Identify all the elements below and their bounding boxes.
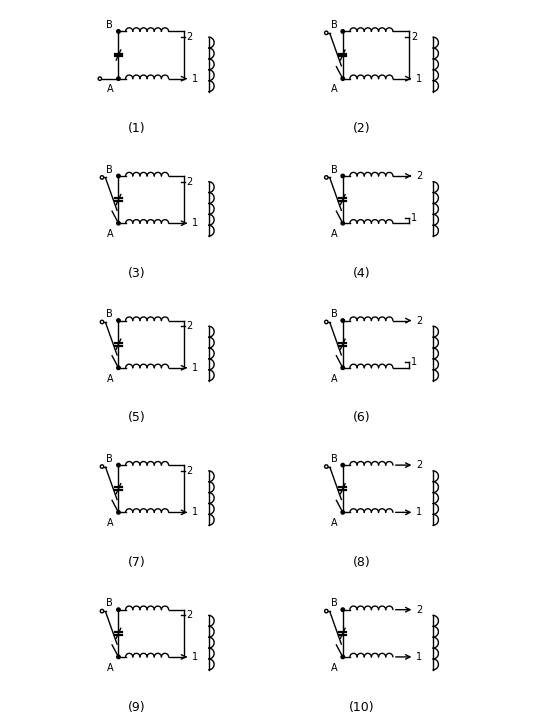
Text: 2: 2 bbox=[416, 171, 422, 181]
Text: A: A bbox=[331, 374, 338, 384]
Text: 2: 2 bbox=[186, 611, 192, 620]
Text: 1: 1 bbox=[191, 218, 197, 228]
Text: 1: 1 bbox=[411, 357, 417, 367]
Circle shape bbox=[342, 31, 344, 33]
Text: 2: 2 bbox=[416, 460, 422, 470]
Circle shape bbox=[342, 511, 344, 513]
Text: (1): (1) bbox=[128, 122, 146, 135]
Text: B: B bbox=[107, 454, 113, 464]
Text: 2: 2 bbox=[411, 32, 417, 42]
Text: (7): (7) bbox=[128, 556, 146, 569]
Circle shape bbox=[342, 319, 344, 321]
Circle shape bbox=[117, 656, 119, 658]
Text: A: A bbox=[107, 662, 113, 672]
Text: 1: 1 bbox=[416, 73, 422, 84]
Circle shape bbox=[342, 175, 344, 177]
Text: A: A bbox=[331, 84, 338, 95]
Circle shape bbox=[117, 78, 119, 80]
Text: 1: 1 bbox=[416, 507, 422, 518]
Text: (5): (5) bbox=[128, 411, 146, 425]
Circle shape bbox=[342, 608, 344, 611]
Text: B: B bbox=[107, 164, 113, 174]
Text: B: B bbox=[331, 598, 338, 608]
Text: 1: 1 bbox=[191, 73, 197, 84]
Circle shape bbox=[117, 319, 119, 321]
Text: (8): (8) bbox=[353, 556, 370, 569]
Circle shape bbox=[117, 511, 119, 513]
Text: 1: 1 bbox=[416, 652, 422, 662]
Circle shape bbox=[117, 222, 119, 225]
Text: B: B bbox=[107, 598, 113, 608]
Text: B: B bbox=[107, 20, 113, 30]
Circle shape bbox=[117, 31, 119, 33]
Text: A: A bbox=[107, 229, 113, 239]
Text: (9): (9) bbox=[128, 701, 146, 713]
Text: A: A bbox=[107, 84, 113, 95]
Circle shape bbox=[342, 78, 344, 80]
Circle shape bbox=[342, 222, 344, 225]
Text: B: B bbox=[331, 20, 338, 30]
Text: (2): (2) bbox=[353, 122, 370, 135]
Text: B: B bbox=[107, 309, 113, 319]
Text: 1: 1 bbox=[191, 363, 197, 373]
Circle shape bbox=[342, 464, 344, 466]
Circle shape bbox=[117, 175, 119, 177]
Text: A: A bbox=[107, 518, 113, 528]
Text: B: B bbox=[331, 309, 338, 319]
Text: 1: 1 bbox=[191, 652, 197, 662]
Text: 1: 1 bbox=[191, 507, 197, 518]
Text: 2: 2 bbox=[416, 316, 422, 326]
Text: B: B bbox=[331, 454, 338, 464]
Text: (4): (4) bbox=[353, 267, 370, 280]
Circle shape bbox=[117, 366, 119, 369]
Text: A: A bbox=[331, 229, 338, 239]
Text: (10): (10) bbox=[349, 701, 374, 713]
Text: 2: 2 bbox=[186, 466, 192, 476]
Text: 2: 2 bbox=[186, 32, 192, 42]
Text: 2: 2 bbox=[186, 321, 192, 332]
Text: 1: 1 bbox=[411, 212, 417, 222]
Circle shape bbox=[342, 656, 344, 658]
Circle shape bbox=[117, 608, 119, 611]
Text: (6): (6) bbox=[353, 411, 370, 425]
Text: A: A bbox=[331, 518, 338, 528]
Text: 2: 2 bbox=[186, 177, 192, 187]
Text: (3): (3) bbox=[128, 267, 146, 280]
Text: A: A bbox=[107, 374, 113, 384]
Circle shape bbox=[342, 366, 344, 369]
Text: B: B bbox=[331, 164, 338, 174]
Circle shape bbox=[117, 464, 119, 466]
Text: 2: 2 bbox=[416, 605, 422, 615]
Text: A: A bbox=[331, 662, 338, 672]
